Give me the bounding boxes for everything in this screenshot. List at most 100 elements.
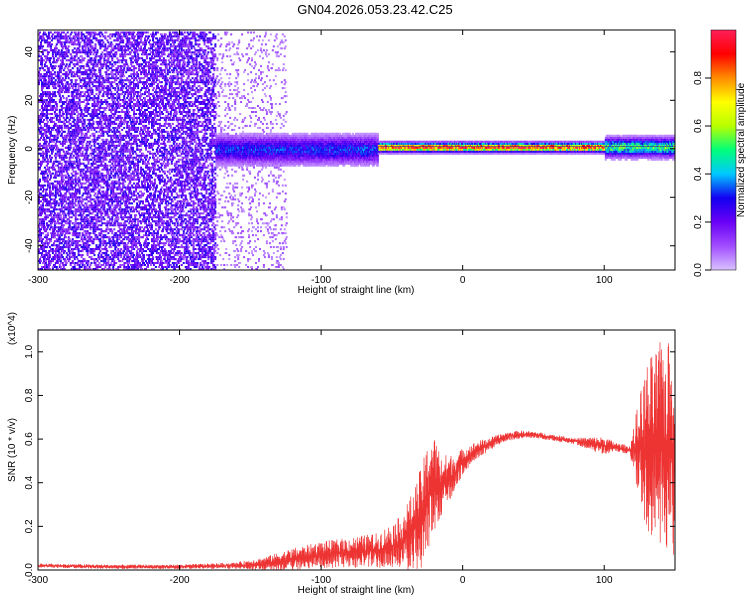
spectrogram-cell — [85, 216, 88, 219]
spectrogram-cell — [87, 122, 90, 125]
spectrogram-cell — [58, 236, 61, 239]
spectrogram-cell — [106, 258, 109, 261]
spectrogram-cell — [114, 55, 117, 58]
spectrogram-cell — [61, 95, 64, 98]
spectrogram-cell — [89, 166, 92, 169]
spectrogram-cell — [43, 172, 46, 175]
spectrogram-cell — [94, 228, 97, 231]
spectrogram-cell — [57, 250, 60, 253]
spectrogram-cell — [102, 158, 105, 161]
spectrogram-cell — [43, 210, 45, 213]
spectrogram-cell — [74, 194, 77, 197]
spectrogram-cell — [81, 85, 84, 88]
spectrogram-cell — [114, 244, 117, 247]
spectrogram-cell — [46, 53, 49, 56]
spectrogram-cell — [44, 170, 47, 173]
spectrogram-cell — [80, 216, 83, 219]
spectrogram-cell — [56, 234, 59, 237]
spectrogram-cell — [38, 188, 40, 191]
spectrogram-cell — [90, 61, 93, 64]
spectrogram-cell — [94, 105, 97, 107]
spectrogram-cell — [113, 136, 116, 139]
spectrogram-cell — [51, 37, 54, 40]
spectrogram-cell — [109, 230, 112, 233]
spectrogram-cell — [68, 107, 71, 109]
spectrogram-cell — [84, 83, 87, 86]
spectrogram-cell — [87, 170, 90, 173]
spectrogram-cell — [45, 258, 48, 261]
spectrogram-cell — [53, 47, 56, 50]
spectrogram-cell — [58, 116, 61, 119]
spectrogram-cell — [96, 206, 99, 209]
spectrogram-cell — [114, 93, 117, 96]
spectrogram-cell — [75, 208, 78, 211]
spectrogram-cell — [47, 128, 50, 131]
spectrogram-cell — [74, 122, 77, 125]
spectrogram-cell — [50, 120, 53, 123]
spectrogram-cell — [89, 178, 92, 181]
spectrogram-cell — [69, 146, 72, 149]
spectrogram-cell — [113, 81, 116, 84]
spectrogram-cell — [112, 174, 115, 177]
spectrogram-cell — [126, 97, 129, 100]
spectrogram-cell — [88, 206, 91, 209]
spectrogram-cell — [90, 97, 93, 100]
spectrogram-cell — [51, 83, 54, 86]
spectrogram-cell — [110, 186, 113, 189]
spectrogram-cell — [87, 190, 90, 193]
spectrogram-cell — [103, 114, 106, 117]
spectrogram-cell — [115, 194, 118, 197]
spectrogram-cell — [86, 174, 89, 177]
spectrogram-cell — [95, 246, 98, 249]
spectrogram-cell — [97, 198, 100, 201]
spectrogram-cell — [125, 168, 128, 171]
spectrogram-cell — [104, 55, 107, 58]
spectrogram-cell — [68, 87, 71, 90]
spectrogram-cell — [71, 49, 74, 52]
spectrogram-cell — [126, 114, 129, 117]
spectrogram-cell — [78, 103, 81, 105]
spectrogram-cell — [45, 144, 48, 147]
spectrogram-cell — [113, 114, 116, 117]
spectrogram-cell — [84, 182, 87, 185]
spectrogram-cell — [73, 113, 76, 115]
spectrogram-cell — [67, 95, 70, 98]
spectrogram-cell — [64, 47, 67, 50]
spectrogram-cell — [45, 114, 48, 117]
spectrogram-cell — [74, 89, 77, 92]
spectrogram-cell — [116, 220, 119, 223]
spectrogram-cell — [108, 103, 111, 105]
spectrogram-cell — [53, 228, 56, 231]
spectrogram-cell — [79, 152, 82, 155]
spectrogram-cell — [104, 113, 107, 115]
spectrogram-cell — [80, 238, 83, 241]
spectrogram-cell — [112, 266, 115, 268]
spectrogram-cell — [47, 242, 50, 245]
spectrogram-cell — [95, 166, 98, 169]
spectrogram-cell — [105, 150, 108, 153]
spectrogram-cell — [122, 71, 125, 74]
spectrogram-cell — [43, 107, 46, 109]
spectrogram-cell — [125, 140, 128, 143]
spectrogram-cell — [109, 238, 112, 241]
spectrogram-cell — [48, 254, 51, 257]
spectrogram-cell — [112, 93, 115, 96]
spectrogram-cell — [115, 198, 118, 201]
spectrogram-cell — [115, 105, 118, 107]
spectrogram-cell — [110, 240, 113, 243]
spectrogram-cell — [126, 132, 129, 135]
spectrogram-cell — [97, 184, 100, 187]
spectrogram-cell — [38, 226, 40, 229]
spectrogram-cell — [66, 47, 69, 50]
spectrogram-cell — [123, 101, 126, 103]
spectrogram-cell — [42, 126, 44, 129]
spectrogram-cell — [77, 224, 80, 227]
spectrogram-cell — [123, 168, 126, 171]
spectrogram-cell — [117, 101, 120, 103]
spectrogram-cell — [45, 118, 48, 121]
spectrogram-cell — [112, 268, 115, 270]
spectrogram-cell — [73, 162, 76, 165]
spectrogram-cell — [66, 39, 69, 42]
spectrogram-cell — [92, 140, 95, 143]
spectrogram-cell — [110, 103, 113, 105]
